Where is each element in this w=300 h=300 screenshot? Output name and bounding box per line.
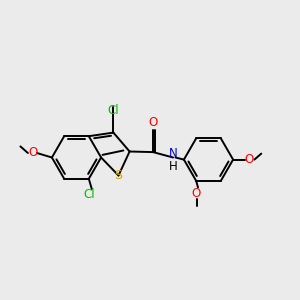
- Text: O: O: [28, 146, 38, 160]
- Text: S: S: [115, 169, 122, 182]
- Text: N: N: [169, 147, 178, 161]
- Text: Cl: Cl: [84, 188, 95, 201]
- Text: H: H: [169, 160, 178, 173]
- Text: O: O: [192, 187, 201, 200]
- Text: O: O: [245, 153, 254, 166]
- Text: Cl: Cl: [108, 104, 119, 118]
- Text: O: O: [148, 116, 158, 130]
